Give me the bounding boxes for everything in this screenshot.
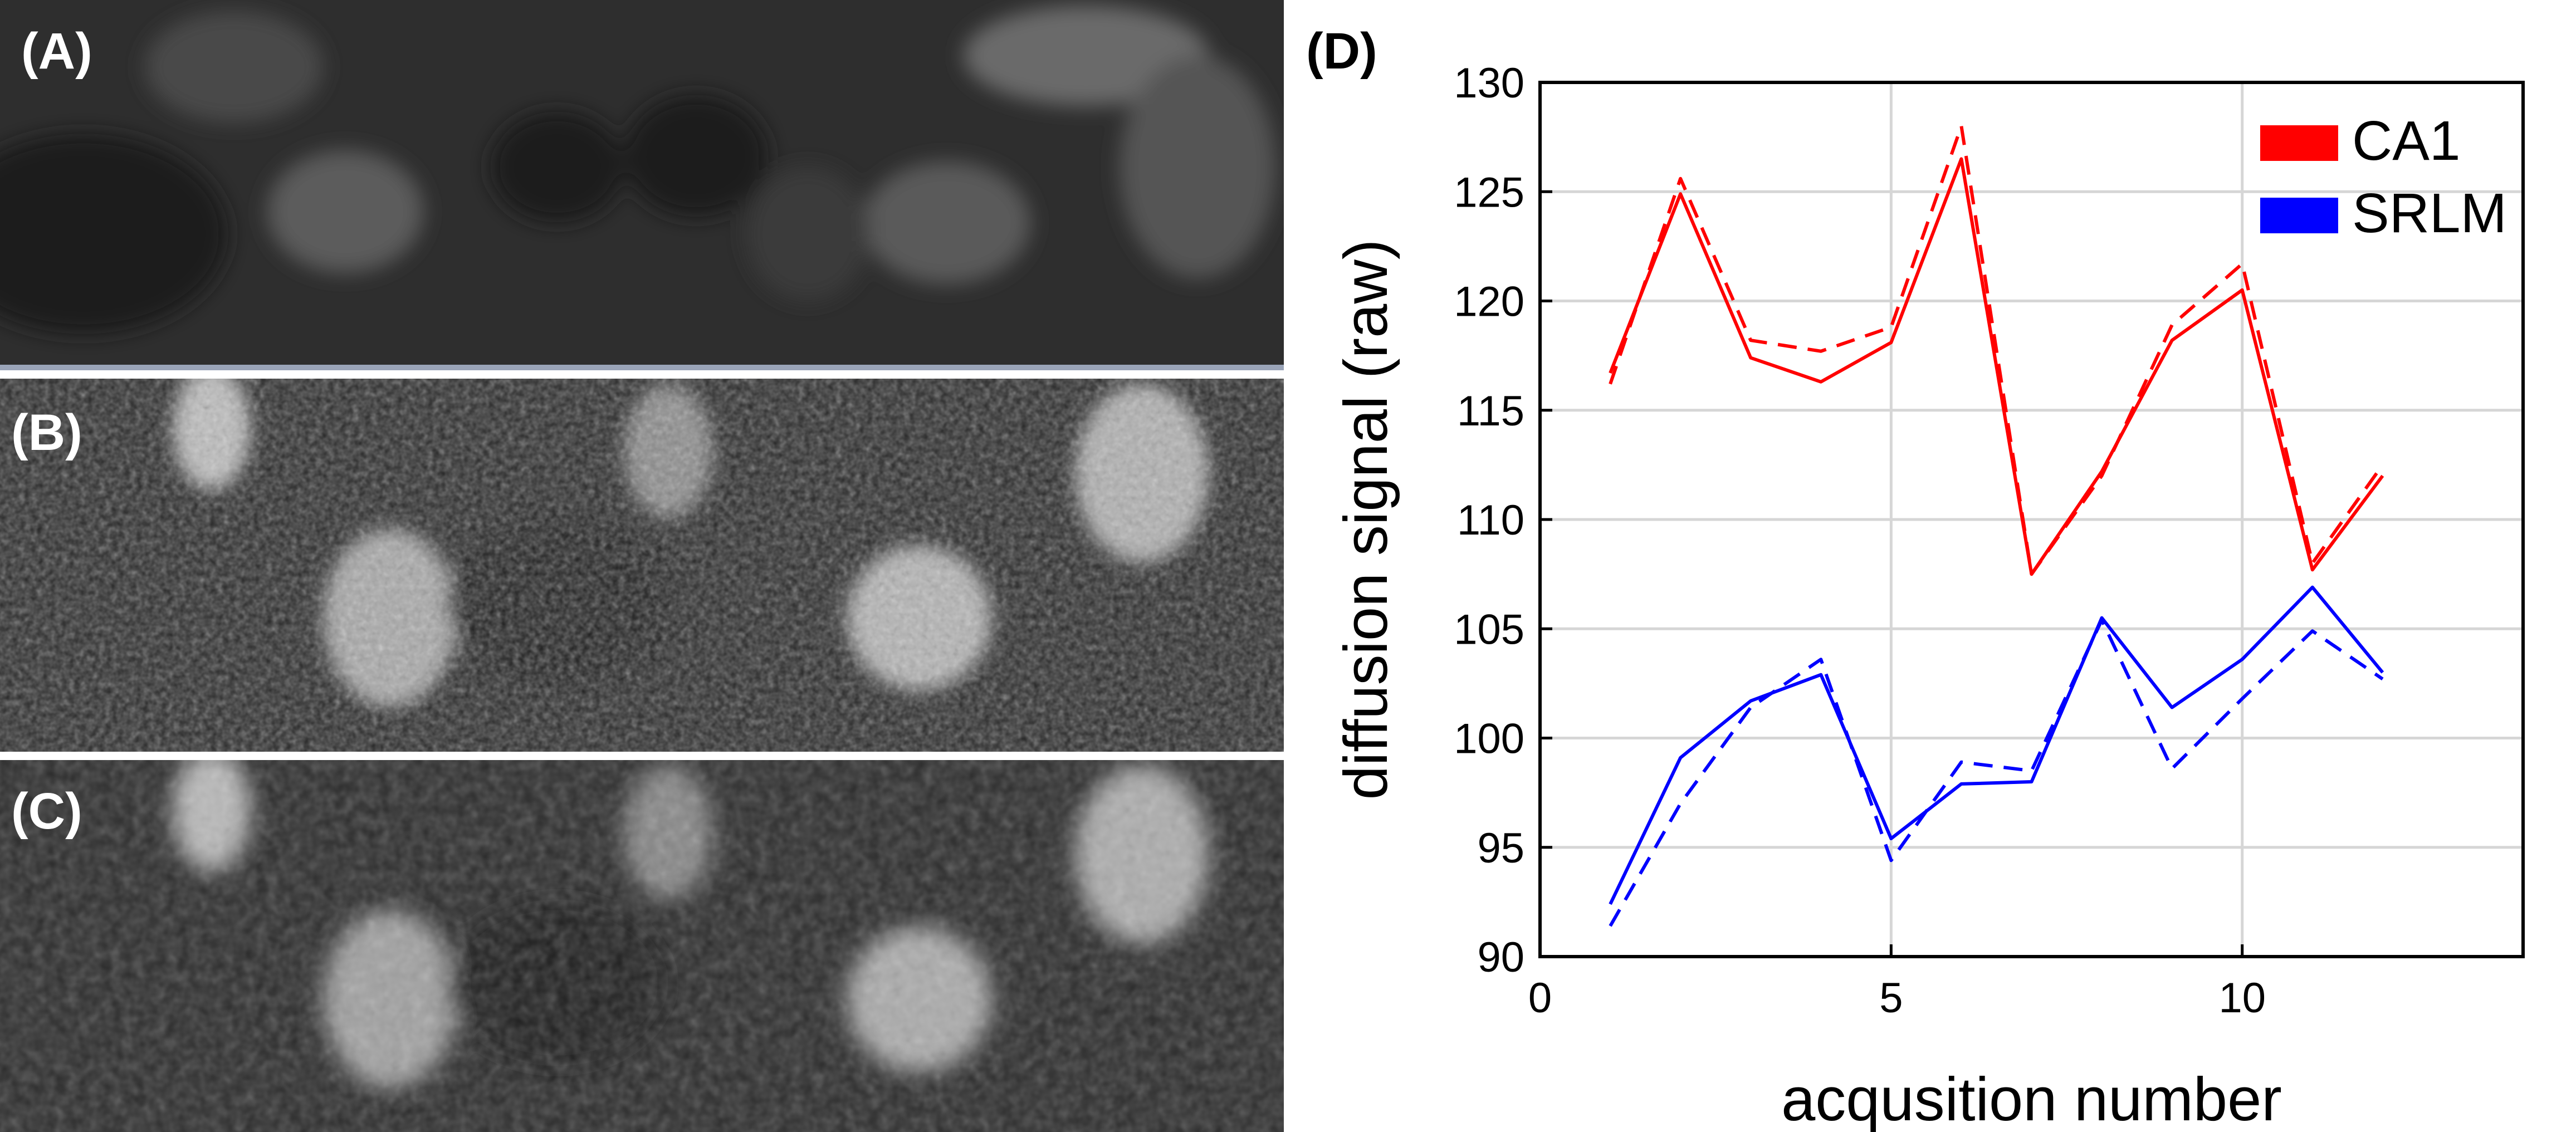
y-tick-label: 115 — [1457, 388, 1524, 435]
mri-panel-a — [0, 0, 1284, 370]
x-axis-label: acqusition number — [1781, 1065, 2282, 1132]
y-tick-label: 90 — [1477, 934, 1524, 981]
legend-label: SRLM — [2352, 182, 2507, 244]
legend-label: CA1 — [2352, 110, 2461, 172]
chart-ticks: 0 5 10 90 95 100 105 110 115 120 125 130 — [1454, 60, 2266, 1022]
diffusion-signal-chart: 0 5 10 90 95 100 105 110 115 120 125 130 acqusition… — [1332, 60, 2525, 1132]
x-tick-label: 0 — [1528, 974, 1552, 1022]
mri-panel-c — [0, 760, 1284, 1132]
legend-swatch — [2260, 125, 2338, 161]
series-line-1 — [1609, 124, 2384, 576]
y-tick-label: 110 — [1457, 497, 1524, 544]
panel-c-label: (C) — [11, 783, 82, 840]
y-tick-label: 120 — [1454, 278, 1524, 326]
chart-grid — [1540, 82, 2523, 957]
legend-swatch — [2260, 198, 2338, 233]
mri-panel-b — [0, 379, 1284, 752]
y-tick-label: 125 — [1454, 169, 1524, 216]
x-tick-label: 10 — [2218, 974, 2266, 1022]
chart-series — [1609, 124, 2384, 927]
y-tick-label: 130 — [1454, 60, 1524, 107]
chart-legend: CA1 SRLM — [2260, 110, 2507, 244]
y-axis-label: diffusion signal (raw) — [1332, 239, 1400, 800]
series-line-3 — [1609, 618, 2384, 927]
series-line-0 — [1609, 157, 2384, 576]
x-tick-label: 5 — [1879, 974, 1903, 1022]
y-tick-label: 100 — [1454, 716, 1524, 763]
panel-d-label: (D) — [1306, 23, 1377, 80]
panel-a-label: (A) — [21, 23, 92, 80]
panel-b-label: (B) — [11, 404, 82, 461]
series-line-2 — [1609, 585, 2384, 905]
y-tick-label: 105 — [1454, 606, 1524, 653]
y-tick-label: 95 — [1477, 825, 1524, 872]
